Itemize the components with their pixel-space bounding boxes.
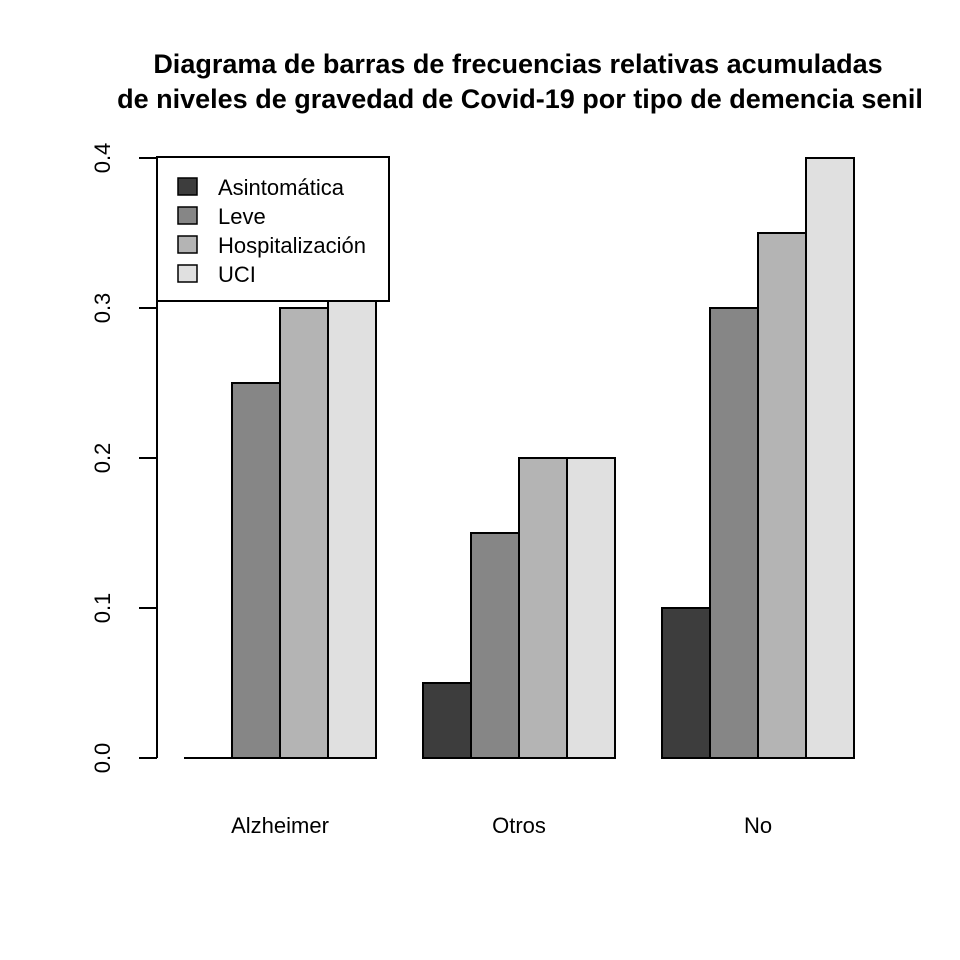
legend-label: UCI (218, 262, 256, 287)
bar (757, 232, 807, 759)
legend-swatch (177, 264, 198, 283)
y-axis: 0.0 0.1 0.2 0.3 0.4 (90, 143, 158, 774)
y-tick-label: 0.1 (90, 593, 115, 624)
bar (470, 532, 520, 759)
y-tick-label: 0.4 (90, 143, 115, 174)
legend-swatch (177, 206, 198, 225)
x-tick-label: Alzheimer (231, 813, 329, 838)
chart-title: Diagrama de barras de frecuencias relati… (153, 49, 882, 79)
x-tick-label: No (744, 813, 772, 838)
legend-swatch (177, 177, 198, 196)
legend: Asintomática Leve Hospitalización UCI (156, 156, 390, 302)
bar (661, 607, 711, 759)
bar (422, 682, 472, 759)
legend-label: Asintomática (218, 175, 345, 200)
y-tick-label: 0.0 (90, 743, 115, 774)
y-tick-label: 0.2 (90, 443, 115, 474)
legend-label: Leve (218, 204, 266, 229)
x-axis-labels: Alzheimer Otros No (231, 813, 772, 838)
bar (566, 457, 616, 759)
legend-swatch (177, 235, 198, 254)
y-tick-label: 0.3 (90, 293, 115, 324)
bar (231, 382, 281, 759)
chart-subtitle: de niveles de gravedad de Covid-19 por t… (117, 84, 923, 114)
bar (518, 457, 568, 759)
bar (805, 157, 855, 759)
bar (279, 307, 329, 759)
x-tick-label: Otros (492, 813, 546, 838)
bar (709, 307, 759, 759)
legend-label: Hospitalización (218, 233, 366, 258)
bars (184, 157, 855, 759)
